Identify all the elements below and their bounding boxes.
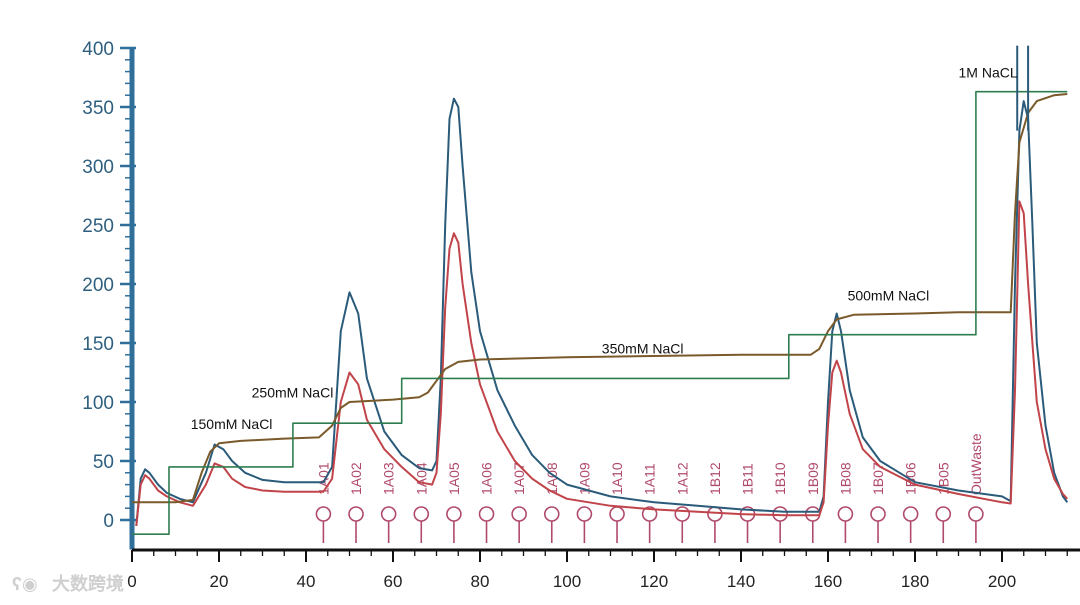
fraction-marker: 1A10 — [609, 462, 625, 543]
fraction-circle-icon — [935, 506, 952, 522]
y-tick-label: 150 — [82, 334, 114, 355]
fraction-marker: 1B10 — [772, 462, 788, 543]
fraction-circle-icon — [543, 506, 560, 522]
fraction-marker: 1A06 — [479, 462, 495, 543]
fraction-marker: 1A02 — [348, 462, 364, 543]
fraction-label: 1A11 — [642, 463, 658, 495]
fraction-marker: 1B07 — [870, 462, 886, 543]
fraction-marker: 1B12 — [707, 462, 723, 543]
y-tick-label: 100 — [82, 393, 114, 414]
series-line-conductivity — [132, 93, 1068, 504]
x-tick-label: 0 — [127, 572, 136, 591]
fraction-marker: 1B08 — [837, 462, 853, 543]
annotation: 350mM NaCl — [602, 341, 684, 357]
y-tick-label: 50 — [93, 452, 114, 473]
watermark: ʕ◉ 大数跨境 — [12, 573, 124, 594]
fraction-marker: 1A07 — [511, 462, 527, 543]
fraction-label: 1A02 — [348, 462, 364, 495]
fraction-circle-icon — [837, 506, 854, 522]
fraction-label: 1B11 — [740, 463, 756, 495]
y-tick-label: 350 — [82, 98, 114, 119]
fraction-label: 1B10 — [772, 462, 788, 495]
axes — [120, 46, 1080, 562]
fraction-circle-icon — [478, 506, 495, 522]
fraction-marker: 1A11 — [642, 463, 658, 543]
watermark-text: 大数跨境 — [52, 573, 124, 594]
fraction-label: 1A06 — [479, 462, 495, 495]
fraction-label: 1A04 — [413, 462, 429, 495]
fraction-label: 1A07 — [511, 462, 527, 495]
annotation: 250mM NaCl — [252, 384, 334, 400]
annotation: 150mM NaCl — [191, 416, 273, 432]
fraction-label: 1A05 — [446, 462, 462, 495]
fraction-marker: 1A05 — [446, 462, 462, 543]
fraction-label: 1B12 — [707, 462, 723, 495]
fraction-marker: 1A04 — [413, 462, 429, 543]
fraction-circle-icon — [413, 506, 430, 522]
fraction-circle-icon — [446, 506, 462, 522]
fraction-circle-icon — [348, 506, 364, 522]
fraction-marker: 1A03 — [381, 462, 397, 543]
annotation: 1M NaCL — [959, 65, 1018, 81]
fraction-label: 1B08 — [837, 462, 853, 495]
series-line-uv-blue — [135, 97, 1069, 526]
annotations: 150mM NaCl 250mM NaCl 350mM NaCl 500mM NaCl… — [191, 65, 1018, 433]
fraction-marker: 1B11 — [740, 463, 756, 543]
fraction-circle-icon — [315, 506, 332, 522]
fraction-markers: 1A01 1A02 1A03 1A04 1A05 1A06 1A07 1A08 1A09 1A10… — [315, 433, 984, 543]
fraction-label: 1B09 — [805, 462, 821, 495]
fraction-circle-icon — [804, 506, 821, 522]
annotation: 500mM NaCl — [848, 288, 930, 304]
fraction-label: OutWaste — [968, 433, 984, 495]
fraction-circle-icon — [870, 506, 886, 522]
x-tick-label: 80 — [471, 572, 490, 591]
y-tick-label: 400 — [82, 39, 114, 60]
series-line-uv-red — [135, 200, 1069, 527]
watermark-logo-icon: ʕ◉ — [12, 574, 38, 594]
y-tick-label: 300 — [82, 157, 114, 178]
x-tick-label: 200 — [988, 572, 1016, 591]
fraction-label: 1A12 — [674, 462, 690, 495]
fraction-circle-icon — [968, 506, 984, 522]
fraction-circle-icon — [511, 506, 527, 522]
fraction-circle-icon — [576, 506, 593, 522]
fraction-label: 1B07 — [870, 462, 886, 495]
x-tick-label: 160 — [814, 572, 842, 591]
fraction-marker: 1B06 — [903, 462, 919, 543]
x-tick-label: 180 — [901, 572, 929, 591]
x-tick-label: 60 — [384, 572, 403, 591]
y-tick-label: 0 — [103, 511, 114, 532]
y-tick-label: 200 — [82, 275, 114, 296]
fraction-label: 1A03 — [381, 462, 397, 495]
x-tick-label: 20 — [210, 572, 229, 591]
fraction-marker: 1B05 — [935, 462, 951, 543]
fraction-circle-icon — [674, 506, 691, 522]
x-tick-label: 40 — [297, 572, 316, 591]
fraction-marker: OutWaste — [968, 433, 984, 543]
series — [132, 45, 1069, 535]
fraction-marker: 1B09 — [805, 462, 821, 543]
fraction-circle-icon — [902, 506, 919, 522]
fraction-circle-icon — [641, 506, 658, 522]
fraction-marker: 1A09 — [576, 462, 592, 543]
x-tick-label: 120 — [640, 572, 668, 591]
x-tick-label: 140 — [727, 572, 755, 591]
fraction-circle-icon — [380, 506, 397, 522]
tick-labels: 0 50 100 150 200 250 300 350 400 0 20 40 60 80 100 120 1… — [82, 39, 1016, 591]
fraction-circle-icon — [772, 506, 788, 522]
y-tick-label: 250 — [82, 216, 114, 237]
fraction-circle-icon — [609, 506, 625, 522]
fraction-marker: 1A12 — [674, 462, 690, 543]
x-tick-label: 100 — [553, 572, 581, 591]
fraction-label: 1A09 — [576, 462, 592, 495]
fraction-circle-icon — [707, 506, 723, 522]
fraction-label: 1A10 — [609, 462, 625, 495]
series-line-gradient — [132, 90, 1068, 535]
